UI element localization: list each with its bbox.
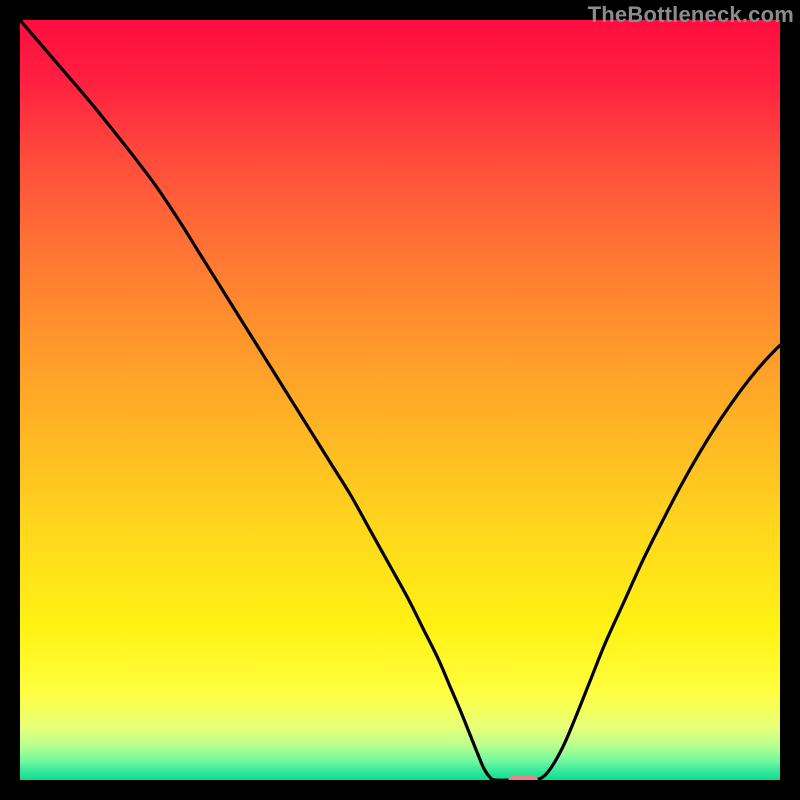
watermark-text: TheBottleneck.com (588, 2, 794, 28)
chart-frame: TheBottleneck.com (0, 0, 800, 800)
plot-svg (20, 20, 780, 780)
plot-area (20, 20, 780, 780)
gradient-background (20, 20, 780, 780)
optimal-point-marker (508, 775, 538, 780)
